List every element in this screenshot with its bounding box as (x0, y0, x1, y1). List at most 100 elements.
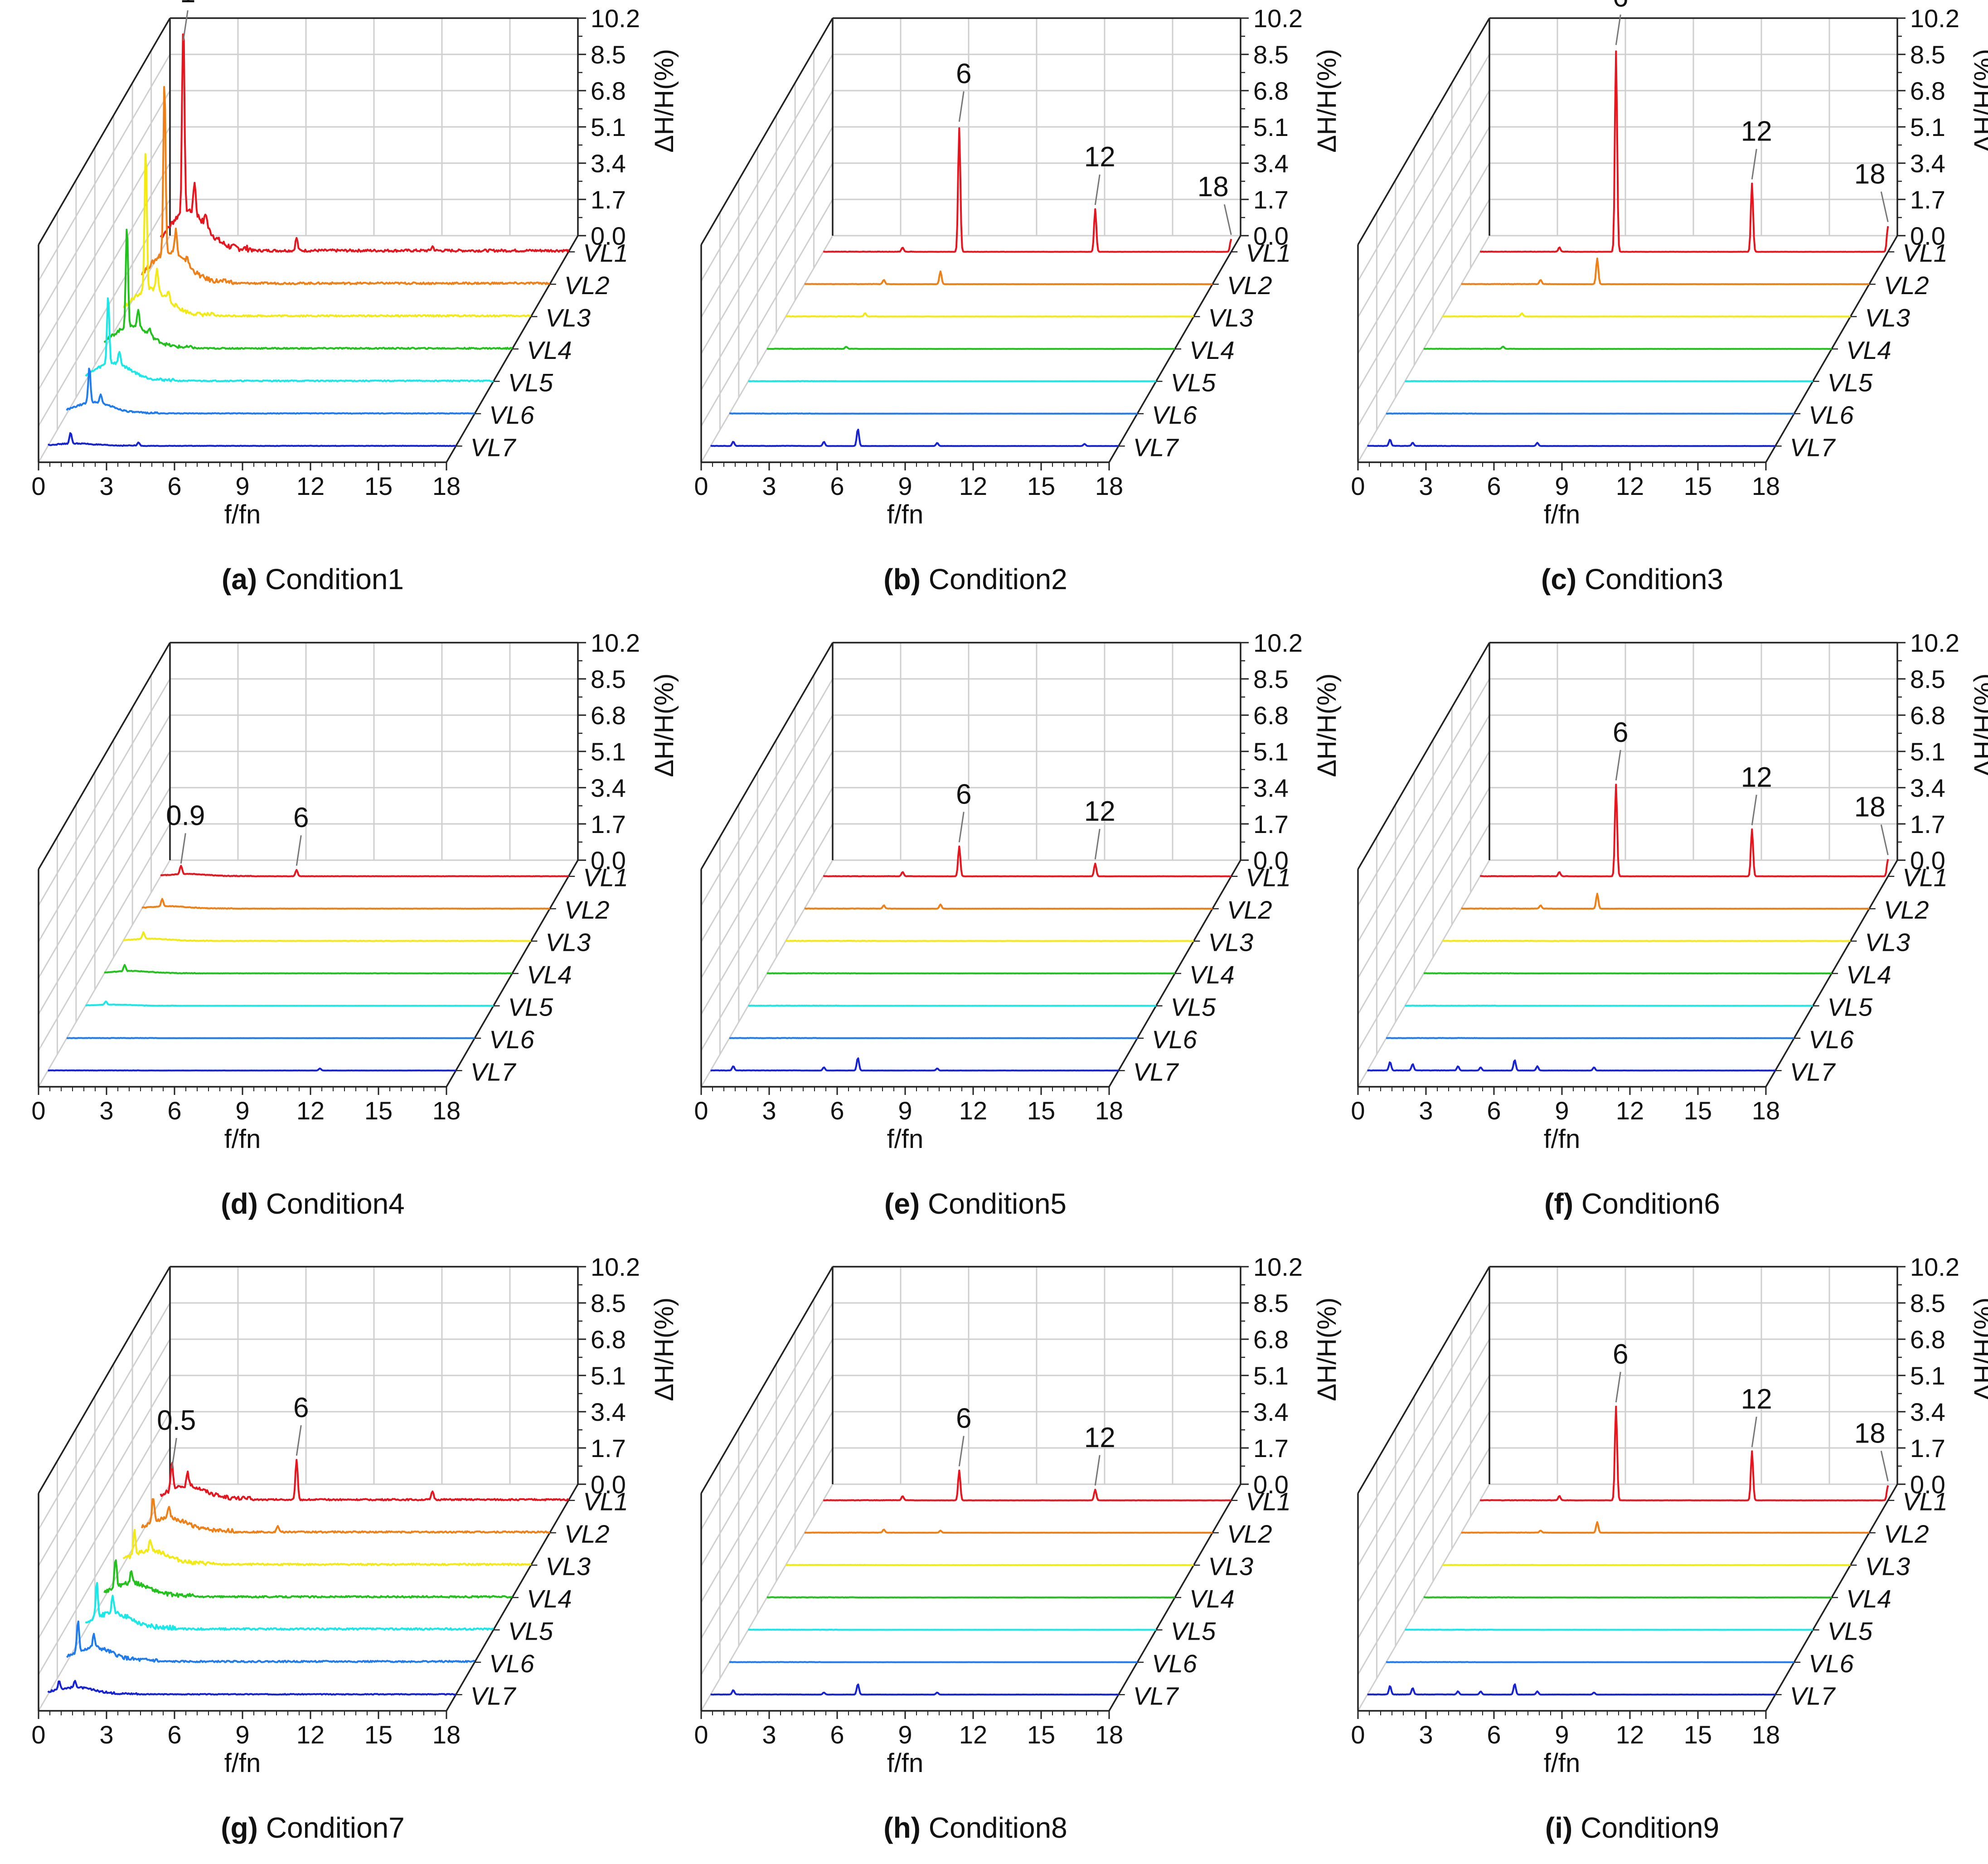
series-label-vl2: VL2 (1884, 1520, 1929, 1548)
peak-annotation-label: 18 (1854, 159, 1886, 190)
series-line-vl2 (804, 270, 1212, 286)
peak-annotation-label: 6 (293, 1392, 309, 1423)
chart-panel-4: 0.0 1.7 3.4 5.1 6.8 8.5 10.2 ΔH/H(%) 0 3 6 9 12 15 18 f… (31, 629, 679, 1220)
series-label-vl5: VL5 (1171, 368, 1216, 397)
x-tick-label: 0 (1351, 472, 1365, 500)
x-tick-label: 9 (898, 1096, 912, 1125)
z-tick-label: 5.1 (591, 1361, 626, 1390)
x-axis-title: f/fn (1544, 1748, 1581, 1778)
annotation-leader (1615, 15, 1621, 45)
side-wall-hgrid (700, 823, 834, 1051)
side-wall-hgrid (1357, 163, 1490, 390)
series-line-vl2 (141, 898, 550, 910)
z-tick-label: 0.0 (1910, 846, 1945, 875)
side-wall-hgrid (38, 90, 171, 318)
series-label-vl2: VL2 (564, 896, 610, 924)
side-wall-hgrid (700, 678, 834, 906)
x-tick-label: 18 (432, 1096, 461, 1125)
x-axis-title: f/fn (224, 1124, 261, 1154)
series-line-vl1 (160, 1459, 569, 1501)
z-tick-label: 8.5 (591, 1289, 626, 1317)
series-label-vl5: VL5 (1171, 1617, 1216, 1645)
panel-caption: (f) Condition6 (1544, 1187, 1720, 1220)
x-tick-label: 0 (31, 472, 45, 500)
side-wall-hgrid (38, 1411, 171, 1639)
z-tick-label: 5.1 (1910, 737, 1945, 766)
series-label-vl1: VL1 (1902, 1487, 1948, 1516)
series-label-vl4: VL4 (1846, 960, 1891, 989)
panel-caption-text: Condition5 (928, 1187, 1067, 1220)
series-line-vl4 (766, 346, 1175, 350)
series-label-vl3: VL3 (545, 304, 591, 332)
x-tick-label: 18 (1752, 1720, 1780, 1749)
series-label-vl3: VL3 (1865, 928, 1910, 957)
series-line-vl7 (710, 1683, 1119, 1696)
z-tick-label: 6.8 (591, 77, 626, 105)
z-tick-label: 0.0 (1253, 1470, 1289, 1499)
chart-panel-8: 0.0 1.7 3.4 5.1 6.8 8.5 10.2 ΔH/H(%) 0 3 6 9 12 15 18 f… (694, 1253, 1342, 1844)
series-label-vl5: VL5 (508, 368, 553, 397)
peak-annotation-label: 12 (1084, 141, 1115, 173)
z-tick-label: 1.7 (1253, 810, 1289, 838)
side-wall-hgrid (700, 787, 834, 1015)
series-label-vl7: VL7 (1133, 1057, 1179, 1086)
side-wall-hgrid (38, 787, 171, 1015)
x-tick-label: 3 (99, 472, 113, 500)
series-line-vl4 (766, 1596, 1175, 1598)
x-tick-label: 12 (1616, 472, 1644, 500)
peak-annotation-label: 18 (1854, 1418, 1886, 1449)
chart-panel-2: 0.0 1.7 3.4 5.1 6.8 8.5 10.2 ΔH/H(%) 0 3 6 9 12 15 18 f… (694, 4, 1342, 596)
chart-panel-5: 0.0 1.7 3.4 5.1 6.8 8.5 10.2 ΔH/H(%) 0 3 6 9 12 15 18 f… (694, 629, 1342, 1220)
panel-caption: (a) Condition1 (222, 563, 404, 596)
panel-caption-text: Condition2 (929, 563, 1067, 596)
peak-annotation-label: 6 (1613, 717, 1628, 748)
side-wall-hgrid (1357, 715, 1490, 942)
series-label-vl6: VL6 (489, 1649, 534, 1678)
series-line-vl3 (786, 312, 1194, 318)
series-line-vl7 (1367, 1059, 1775, 1072)
peak-annotation-label: 6 (1613, 0, 1628, 13)
annotation-leader (182, 10, 189, 41)
x-axis-title: f/fn (1544, 500, 1581, 529)
annotation-leader (1223, 204, 1232, 235)
z-tick-label: 0.0 (1253, 222, 1289, 250)
series-line-vl6 (729, 412, 1138, 415)
series-line-vl7 (710, 428, 1119, 447)
panel-caption-letter: (h) (883, 1811, 929, 1844)
z-axis-title: ΔH/H(%) (1969, 673, 1988, 777)
series-label-vl7: VL7 (1790, 1057, 1836, 1086)
x-tick-label: 6 (1487, 1096, 1501, 1125)
z-tick-label: 6.8 (1910, 701, 1945, 730)
x-tick-label: 6 (1487, 1720, 1501, 1749)
annotation-leader (1094, 174, 1101, 205)
series-label-vl1: VL1 (583, 239, 628, 267)
series-line-vl1 (823, 1469, 1232, 1501)
side-wall-hgrid (38, 54, 171, 281)
z-tick-label: 3.4 (591, 149, 626, 178)
series-line-vl1 (823, 127, 1232, 253)
annotation-leader (958, 91, 965, 122)
x-tick-label: 12 (1616, 1720, 1644, 1749)
panel-caption-letter: (c) (1541, 563, 1585, 596)
side-wall-hgrid (1357, 860, 1490, 1087)
annotation-leader (1094, 1455, 1101, 1486)
x-tick-label: 9 (235, 472, 249, 500)
side-wall-hgrid (38, 1302, 171, 1530)
x-tick-label: 12 (959, 1720, 987, 1749)
chart-panel-6: 0.0 1.7 3.4 5.1 6.8 8.5 10.2 ΔH/H(%) 0 3 6 9 12 15 18 f… (1351, 629, 1988, 1220)
peak-annotation-label: 1 (180, 0, 195, 9)
z-tick-label: 0.0 (591, 846, 626, 875)
series-label-vl5: VL5 (1171, 993, 1216, 1021)
series-label-vl4: VL4 (527, 960, 572, 989)
peak-annotation-label: 12 (1084, 1422, 1115, 1453)
peak-annotation-label: 0.5 (157, 1405, 196, 1436)
panel-caption-text: Condition4 (266, 1187, 405, 1220)
series-label-vl4: VL4 (527, 336, 572, 364)
panel-caption-letter: (f) (1544, 1187, 1581, 1220)
series-label-vl2: VL2 (1884, 271, 1929, 300)
z-tick-label: 1.7 (591, 185, 626, 214)
series-line-vl1 (160, 865, 569, 877)
panel-caption: (e) Condition5 (884, 1187, 1067, 1220)
z-tick-label: 1.7 (591, 1434, 626, 1462)
